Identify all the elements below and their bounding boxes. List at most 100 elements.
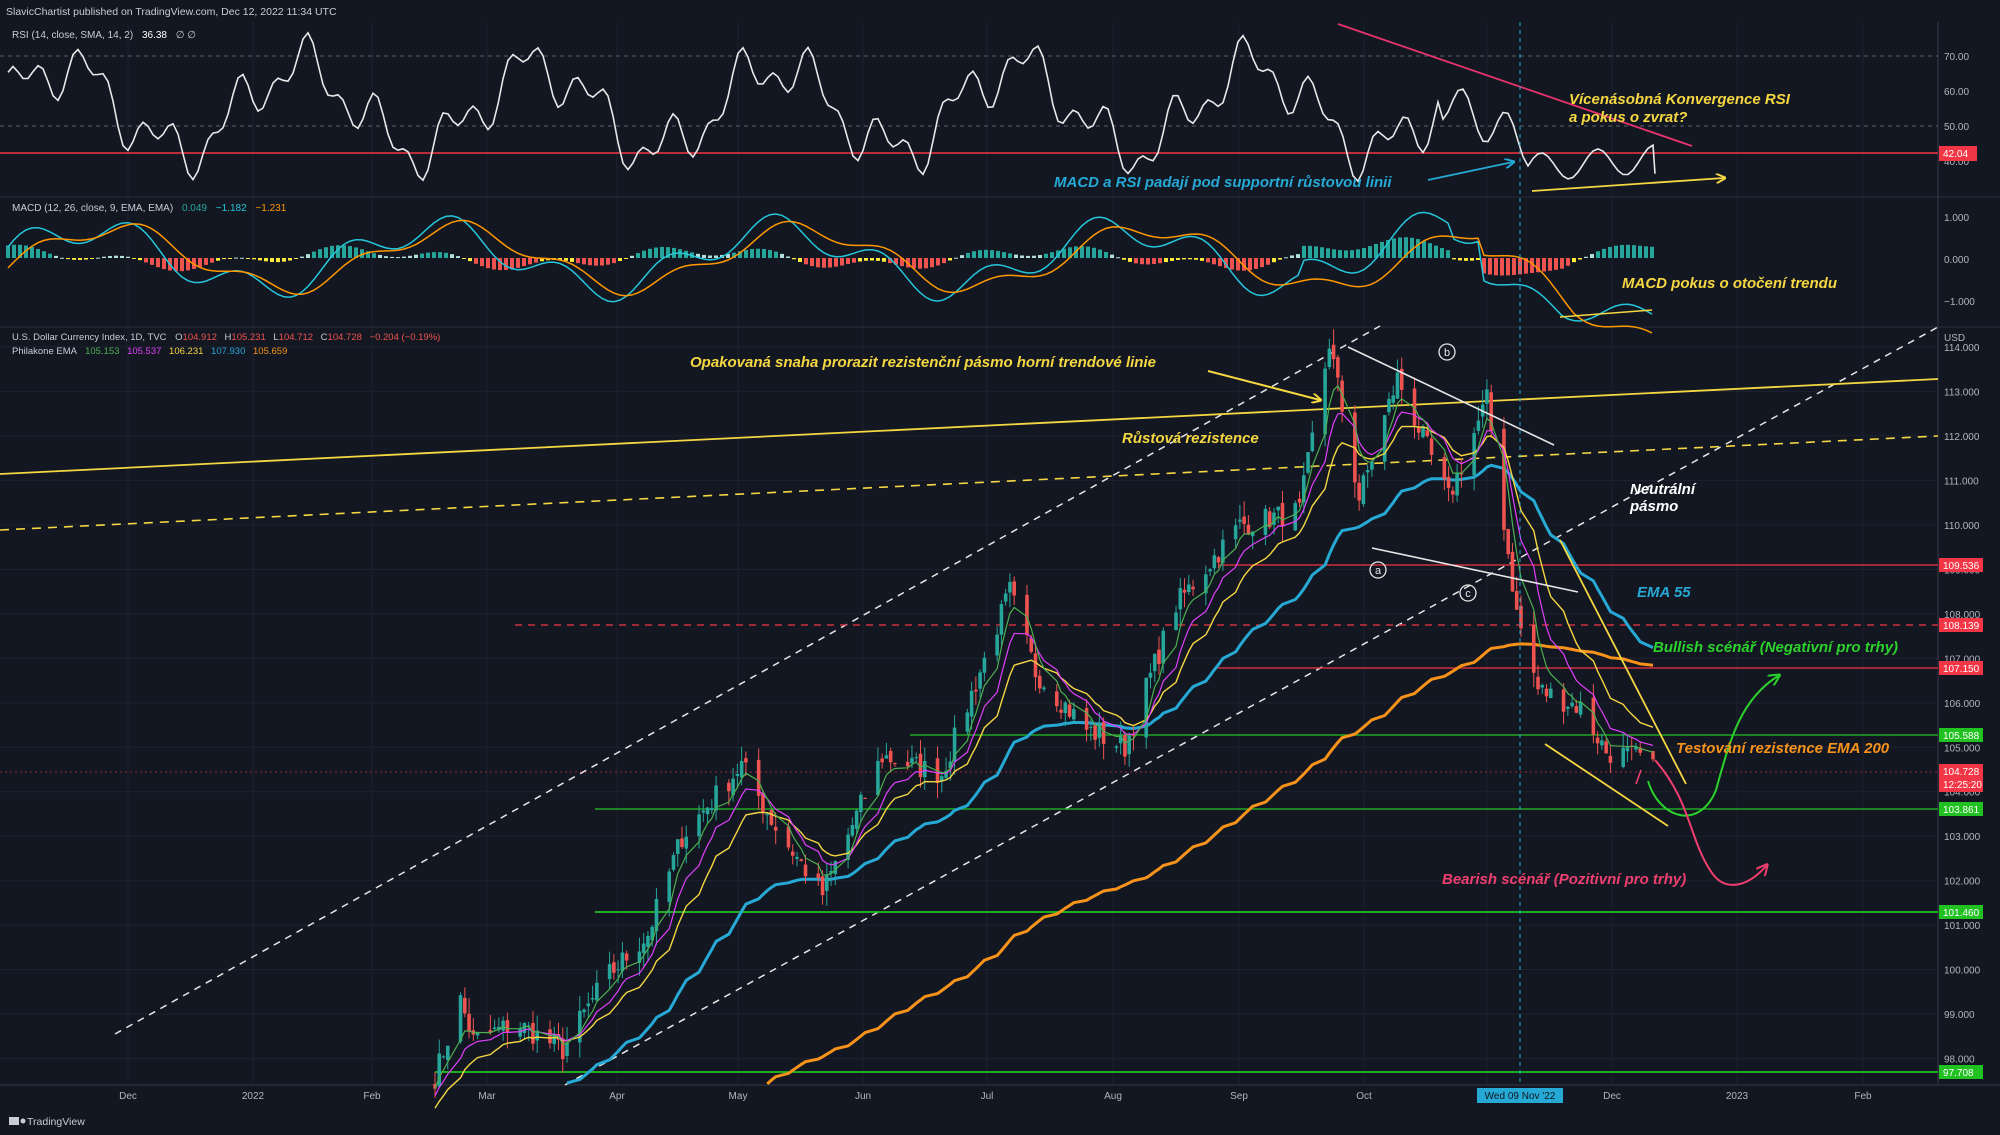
candle [1502,417,1506,541]
candle [458,992,463,1044]
candle [803,854,808,884]
macd-bar [1554,258,1558,270]
candle [680,826,684,850]
macd-bar [1500,258,1504,276]
macd-bar [1410,237,1414,258]
macd-bar [1152,258,1156,265]
candle [790,844,795,865]
candle [1059,699,1063,720]
cursor-date-badge [1477,1088,1563,1103]
macd-bar [900,258,904,267]
candle [1446,466,1451,502]
macd-bar [1242,258,1246,271]
candle [445,1045,450,1070]
rsi-tick-50: 50.00 [1944,122,1969,133]
macd-bar [912,258,916,269]
macd-tick-1: 1.000 [1944,213,1969,224]
candle [578,996,582,1058]
macd-bar [126,256,130,258]
macd-bar [108,255,112,258]
macd-bar [564,258,568,261]
candle [1395,359,1400,400]
macd-bar [1494,258,1498,276]
macd-bar [1032,255,1036,258]
candle [565,1026,569,1063]
candle [1519,595,1523,637]
macd-bar [1266,258,1270,265]
macd-bar [336,245,340,258]
svg-text:a: a [1375,565,1382,577]
rsi-resistance-trendline [1337,23,1693,147]
macd-bar [1512,258,1516,275]
candle [1357,474,1361,511]
macd-bar [1254,258,1258,269]
ema-v3: 106.231 [169,346,203,357]
macd-bar [1476,258,1480,261]
macd-signal-line [7,219,1653,334]
candle [1280,491,1285,542]
macd-bar [1122,258,1126,260]
macd-bar [762,248,766,258]
macd-bar [1200,258,1204,261]
svg-text:TradingView: TradingView [27,1116,85,1128]
candle [441,1055,446,1059]
macd-bar [954,257,958,259]
badge-103861 [1939,802,1983,816]
time-tick: Jun [855,1091,871,1102]
macd-bar [1050,252,1054,258]
candle [1293,500,1298,532]
time-tick: Oct [1356,1091,1372,1102]
macd-bar [648,248,652,258]
macd-bar [258,258,262,261]
candle [1114,744,1119,753]
candle [1480,390,1485,428]
macd-bar [1086,246,1090,258]
macd-bar [1458,258,1462,261]
price-tick: 108.000 [1944,610,1981,621]
candle [1182,578,1187,608]
candle [1127,732,1131,767]
wave-label-a: a [1369,561,1387,579]
macd-bar [324,247,328,258]
macd-bar [1230,258,1234,270]
candle [671,852,676,872]
macd-bar [1080,246,1084,258]
candle [684,825,689,864]
candle [1566,705,1570,716]
macd-bar [312,251,316,258]
macd-bar [1368,246,1372,258]
macd-bar [942,258,946,264]
macd-bar [1002,252,1006,258]
ema-green-line [434,384,1654,1089]
ann-bullish: Bullish scénář (Negativní pro trhy) [1653,639,1898,656]
candle [1608,746,1613,774]
macd-bar [468,258,472,262]
macd-bar [228,258,232,259]
candle [437,1039,442,1088]
macd-bar [750,249,754,258]
macd-bar [1590,253,1594,258]
time-tick: 2022 [242,1091,265,1102]
macd-bar [960,255,964,258]
macd-bar [1584,256,1588,258]
price-badges: 109.536 108.139 107.150 105.588 104.728 … [1939,558,1983,1079]
ema-yellow-line [434,425,1654,1109]
price-tick: 111.000 [1944,476,1979,487]
macd-bar [708,255,712,258]
macd-bar [240,257,244,259]
macd-bar [1278,258,1282,260]
macd-bar [888,258,892,264]
macd-bar [930,258,934,268]
macd-bar [1158,258,1162,264]
candle [1382,414,1387,471]
badge-97708 [1939,1065,1983,1079]
macd-bar [90,258,94,259]
candle [1540,683,1545,694]
macd-bar [1170,258,1174,261]
macd-bar [1350,250,1354,258]
badge-109536 [1939,558,1983,572]
macd-bar [1212,258,1216,265]
channel-lower-dashed [564,326,1939,1086]
time-axis: Dec2022FebMarAprMayJunJulAugSepOctNovDec… [119,1091,1872,1102]
